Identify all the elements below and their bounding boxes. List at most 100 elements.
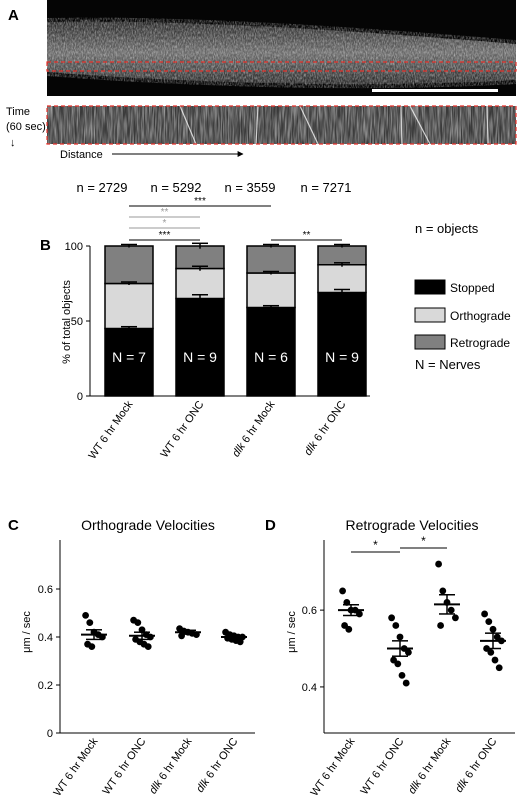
x-tick-label: dlk 6 hr Mock	[230, 398, 278, 459]
legend-swatch	[414, 334, 446, 350]
x-tick-label: dlk 6 hr ONC	[194, 736, 240, 795]
x-tick-label: WT 6 hr ONC	[101, 736, 149, 797]
panel-b-nerve-counts: N = 7 N = 9 N = 6 N = 9	[112, 349, 359, 365]
panel-b-y-ticks: 0 50 100	[65, 241, 90, 403]
y-tick-label: 0.4	[302, 682, 317, 694]
significance-marker: *	[421, 534, 426, 548]
y-tick-label: 0.6	[302, 605, 317, 617]
legend-swatch	[414, 279, 446, 295]
panel-b-x-tick-labels: WT 6 hr Mock WT 6 hr ONC dlk 6 hr Mock dlk …	[86, 398, 348, 461]
nerve-count-label: N = 7	[112, 349, 146, 365]
x-tick-label: dlk 6 hr ONC	[453, 736, 499, 795]
panel-b-ylabel: % of total objects	[61, 280, 73, 364]
x-tick-label-part: 6 hr Mock	[414, 735, 454, 784]
panel-a-micrograph	[46, 0, 517, 96]
data-point	[388, 614, 395, 622]
data-point	[452, 614, 459, 622]
bar-orthograde	[246, 272, 296, 309]
data-point	[487, 648, 495, 656]
panel-c-means	[81, 629, 247, 641]
legend-label: Stopped	[450, 281, 495, 295]
panel-b-error-bars	[121, 242, 350, 331]
x-tick-label: dlk 6 hr Mock	[147, 735, 195, 796]
panel-label-a: A	[8, 7, 19, 24]
distance-label: Distance	[60, 149, 103, 161]
bar-orthograde	[104, 282, 154, 330]
x-tick-label: WT 6 hr Mock	[308, 735, 357, 798]
x-tick-label: WT 6 hr Mock	[51, 735, 100, 798]
panel-c-chart: Orthograde Velocities μm / sec 0 0.2 0.4 0.…	[21, 517, 255, 799]
n-objects-note: n = objects	[415, 221, 479, 236]
significance-marker: ***	[194, 196, 206, 207]
bar-stopped	[175, 297, 225, 397]
roi-box-micrograph	[46, 61, 517, 72]
data-point	[447, 606, 455, 614]
data-point	[345, 625, 353, 633]
n-nerves-note: N = Nerves	[415, 357, 481, 372]
x-tick-label-part: 6 hr Mock	[61, 735, 101, 784]
significance-marker: *	[163, 218, 167, 229]
kymograph-texture	[47, 106, 516, 144]
panel-b-bars	[104, 245, 367, 397]
panel-label-c: C	[8, 517, 19, 534]
data-point	[82, 612, 89, 619]
nerve-count-label: N = 9	[183, 349, 217, 365]
data-point	[491, 656, 499, 664]
object-count-label: n = 2729	[77, 180, 128, 195]
panel-c-ylabel: μm / sec	[21, 611, 33, 653]
data-point	[356, 610, 363, 618]
data-point	[134, 619, 142, 626]
significance-marker: **	[161, 207, 169, 218]
x-tick-label-part: 6 hr ONC	[368, 736, 406, 783]
data-point	[86, 619, 94, 626]
data-point	[396, 633, 404, 641]
data-point	[402, 679, 410, 687]
panel-b-chart: % of total objects 0 50 100 n = 2729 n = 52…	[61, 180, 370, 462]
data-point	[489, 625, 497, 633]
data-point	[439, 587, 447, 595]
y-tick-label: 100	[65, 241, 83, 253]
data-point	[144, 643, 152, 650]
bar-retrograde	[246, 245, 296, 274]
data-point	[394, 660, 402, 668]
y-tick-label: 0.6	[38, 584, 53, 596]
object-count-label: n = 5292	[151, 180, 202, 195]
x-tick-label-part: 6 hr ONC	[310, 399, 348, 446]
data-point	[435, 560, 442, 568]
panel-c-y-ticks: 0 0.2 0.4 0.6	[38, 584, 60, 740]
x-tick-label-part: 6 hr Mock	[238, 398, 278, 447]
x-tick-label: dlk 6 hr ONC	[302, 399, 348, 458]
data-point	[481, 610, 488, 618]
data-point	[398, 672, 406, 679]
nerve-mask-top	[47, 0, 516, 40]
bar-retrograde	[317, 245, 367, 266]
panel-d-means	[338, 594, 506, 657]
nerve-count-label: N = 9	[325, 349, 359, 365]
panel-b-significance: ********* **	[129, 196, 342, 241]
x-tick-label: WT 6 hr ONC	[159, 399, 207, 460]
y-tick-label: 0.4	[38, 632, 53, 644]
panel-b-legend: Stopped Orthograde Retrograde	[414, 279, 511, 350]
scale-bar	[372, 89, 498, 92]
roi-box-kymograph	[46, 105, 517, 145]
kymograph-track	[255, 105, 259, 145]
legend-swatch	[414, 307, 446, 323]
legend-label: Orthograde	[450, 309, 511, 323]
object-count-label: n = 7271	[301, 180, 352, 195]
panel-d-chart: Retrograde Velocities μm / sec 0.40.6 * *…	[286, 517, 515, 799]
bar-stopped	[317, 291, 367, 397]
x-tick-label-part: 6 hr Mock	[155, 735, 195, 784]
kymograph-track	[299, 105, 319, 145]
significance-marker: **	[303, 230, 311, 241]
data-point	[236, 638, 244, 646]
panel-label-d: D	[265, 517, 276, 534]
bar-stopped	[246, 306, 296, 397]
legend-label: Retrograde	[450, 336, 510, 350]
data-point	[405, 648, 412, 656]
x-tick-label-part: 6 hr Mock	[318, 735, 358, 784]
data-point	[495, 664, 503, 672]
y-tick-label: 0.2	[38, 680, 53, 692]
